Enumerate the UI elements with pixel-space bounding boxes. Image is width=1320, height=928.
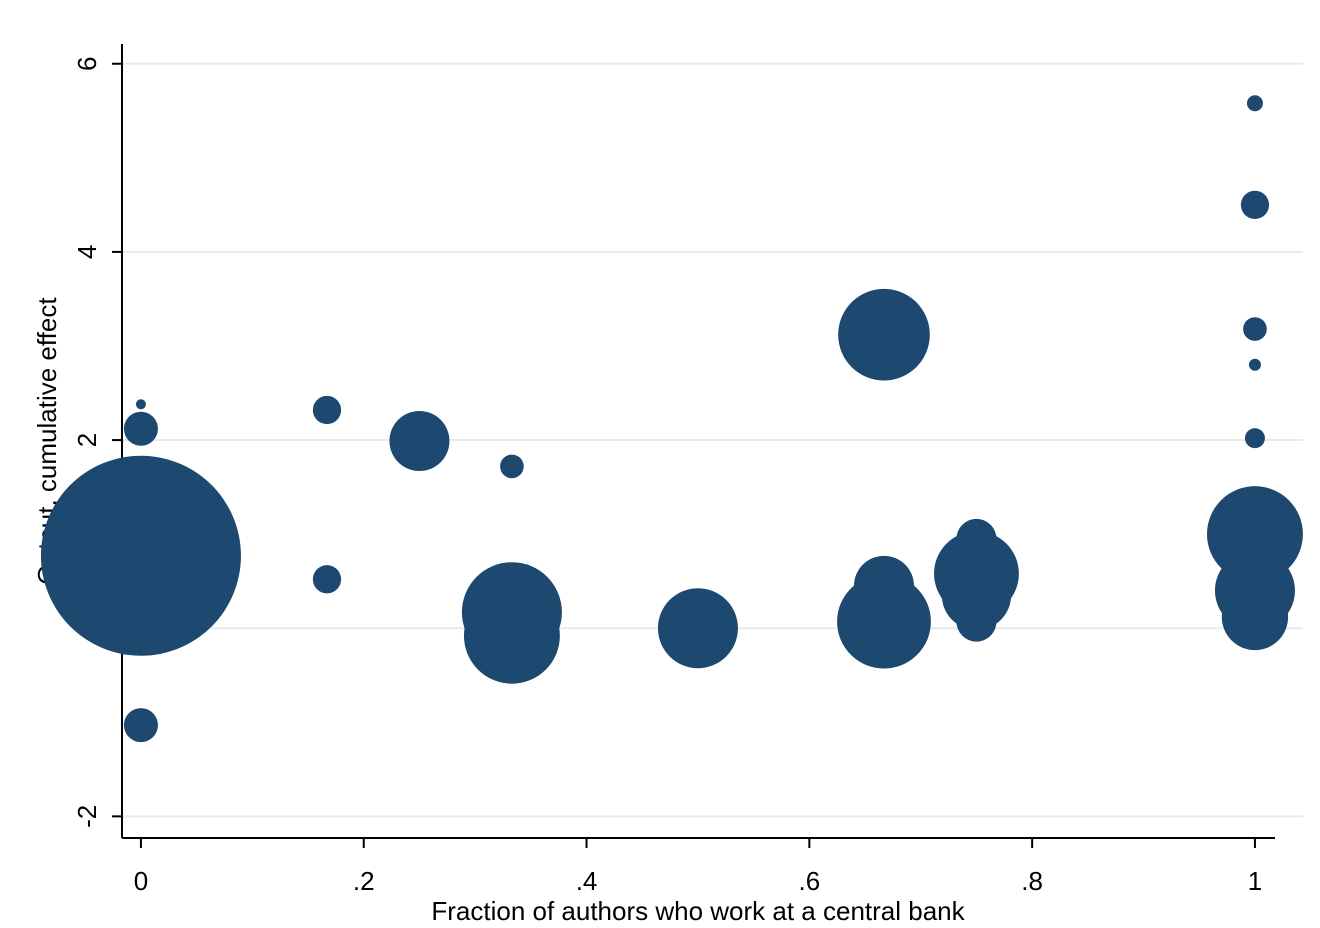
- bubble: [500, 454, 524, 479]
- bubble: [135, 399, 146, 410]
- x-tick-label: .4: [576, 866, 598, 896]
- bubble: [389, 411, 450, 471]
- bubble: [1248, 358, 1261, 371]
- bubble: [123, 708, 158, 743]
- bubble: [657, 588, 738, 669]
- bubble: [40, 455, 241, 656]
- y-tick-label: 4: [72, 245, 102, 259]
- bubble: [1244, 428, 1265, 449]
- x-axis-title: Fraction of authors who work at a centra…: [431, 896, 965, 926]
- y-tick-label: 2: [72, 433, 102, 447]
- bubble: [838, 288, 930, 381]
- bubble: [312, 565, 342, 594]
- bubble: [1240, 190, 1270, 220]
- y-tick-label: 6: [72, 57, 102, 71]
- bubble: [120, 611, 161, 652]
- bubble: [1206, 486, 1303, 583]
- bubble: [837, 574, 931, 669]
- bubble: [1243, 317, 1267, 341]
- bubble: [123, 411, 158, 446]
- bubble: [312, 395, 342, 425]
- bubble: [1221, 583, 1289, 651]
- bubble: [956, 601, 997, 642]
- x-tick-label: .2: [353, 866, 375, 896]
- x-tick-label: .8: [1021, 866, 1043, 896]
- x-tick-label: 1: [1248, 866, 1262, 896]
- y-tick-label: -2: [72, 805, 102, 828]
- bubble: [1246, 95, 1263, 112]
- bubble: [463, 587, 560, 684]
- x-tick-label: 0: [134, 866, 148, 896]
- x-tick-label: .6: [799, 866, 821, 896]
